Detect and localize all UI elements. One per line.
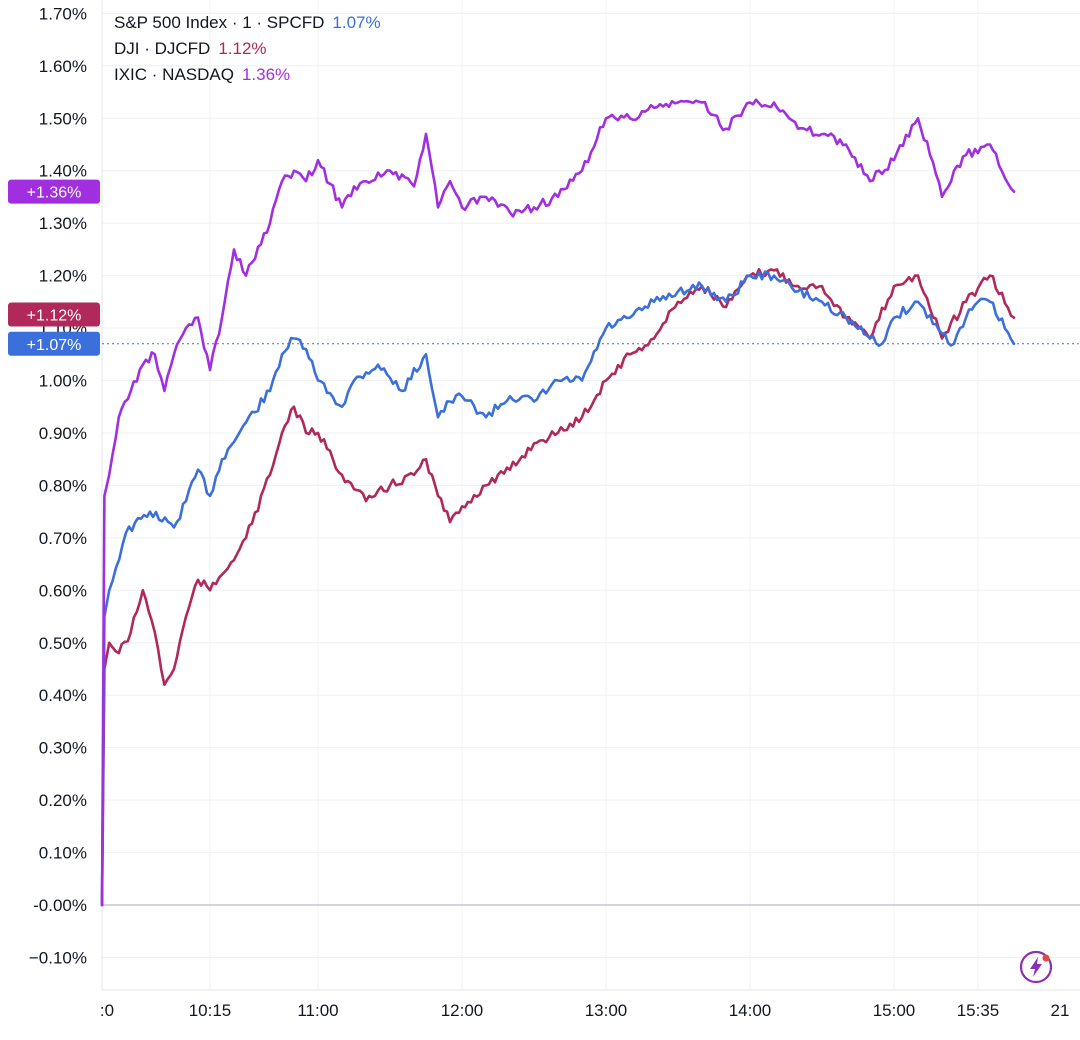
grid <box>101 0 1080 991</box>
y-tick-label: 1.00% <box>39 372 87 391</box>
y-tick-label: 0.60% <box>39 581 87 600</box>
x-tick-label: 13:00 <box>585 1001 628 1020</box>
x-tick-label: 14:00 <box>729 1001 772 1020</box>
legend-label: IXIC · NASDAQ <box>114 65 234 84</box>
y-tick-label: 0.30% <box>39 739 87 758</box>
legend-item-ixic[interactable]: IXIC · NASDAQ 1.36% <box>114 62 381 88</box>
y-tick-label: 1.50% <box>39 109 87 128</box>
axes: 1.70%1.60%1.50%1.40%1.30%1.20%1.10%1.00%… <box>29 4 1070 1020</box>
y-tick-label: 1.60% <box>39 57 87 76</box>
series-layer <box>100 98 1016 907</box>
series-line-spx <box>100 270 1016 907</box>
badge-ixic: +1.36% <box>8 179 100 204</box>
x-tick-label: 12:00 <box>441 1001 484 1020</box>
x-tick-label: 15:35 <box>957 1001 1000 1020</box>
y-tick-label: -0.00% <box>33 896 87 915</box>
y-tick-label: 1.20% <box>39 267 87 286</box>
lightning-bolt-icon[interactable] <box>1019 950 1053 984</box>
y-tick-label: 0.20% <box>39 791 87 810</box>
y-tick-label: 1.30% <box>39 214 87 233</box>
badge-label: +1.12% <box>27 308 82 325</box>
legend-label: DJI · DJCFD <box>114 39 211 58</box>
legend-item-spx[interactable]: S&P 500 Index · 1 · SPCFD 1.07% <box>114 10 381 36</box>
x-tick-label: 11:00 <box>297 1001 338 1020</box>
badge-label: +1.07% <box>27 337 82 354</box>
y-tick-label: 0.10% <box>39 844 87 863</box>
x-tick-label: 21 <box>1051 1001 1070 1020</box>
last-value-badges: +1.07% +1.12% +1.36% <box>8 179 100 356</box>
badge-label: +1.36% <box>27 185 82 202</box>
y-tick-label: 1.40% <box>39 162 87 181</box>
y-tick-label: 0.90% <box>39 424 87 443</box>
x-tick-label: 15:00 <box>873 1001 916 1020</box>
y-tick-label: 1.70% <box>39 4 87 23</box>
series-line-dji <box>100 267 1016 907</box>
y-tick-label: 0.70% <box>39 529 87 548</box>
y-tick-label: 0.50% <box>39 634 87 653</box>
badge-background <box>8 331 100 356</box>
legend: S&P 500 Index · 1 · SPCFD 1.07% DJI · DJC… <box>114 10 381 88</box>
y-tick-label: 0.80% <box>39 476 87 495</box>
x-tick-label: :0 <box>100 1001 114 1020</box>
legend-value: 1.36% <box>241 65 291 84</box>
series-line-ixic <box>100 98 1016 907</box>
y-tick-label: −0.10% <box>29 948 87 967</box>
legend-label: S&P 500 Index · 1 · SPCFD <box>114 13 325 32</box>
y-tick-label: 0.40% <box>39 686 87 705</box>
legend-value: 1.12% <box>218 39 267 58</box>
badge-dji: +1.12% <box>8 302 100 327</box>
legend-value: 1.07% <box>332 13 381 32</box>
badge-background <box>8 179 100 204</box>
badge-background <box>8 302 100 327</box>
x-tick-label: 10:15 <box>189 1001 232 1020</box>
legend-item-dji[interactable]: DJI · DJCFD 1.12% <box>114 36 381 62</box>
badge-spx: +1.07% <box>8 331 100 356</box>
